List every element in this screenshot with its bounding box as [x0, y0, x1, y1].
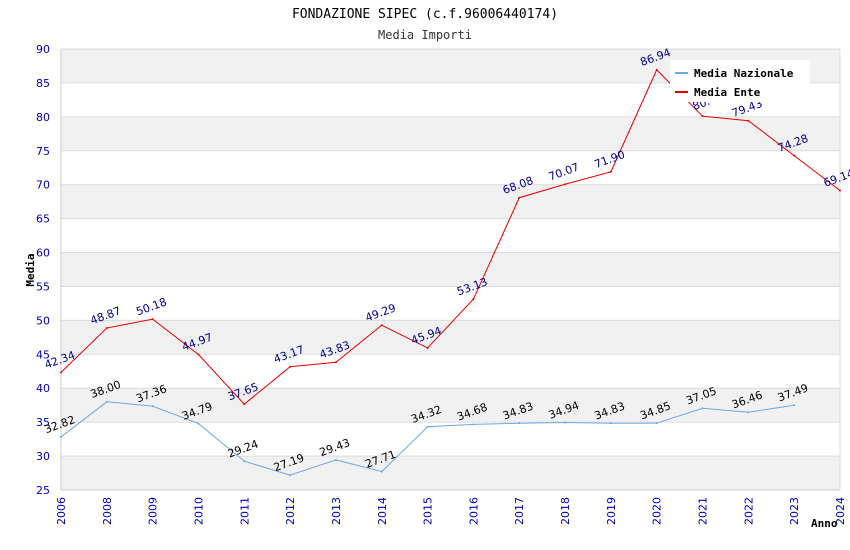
x-tick-label: 2022 — [742, 497, 755, 525]
data-point — [701, 115, 704, 118]
data-point — [334, 458, 337, 461]
y-tick-label: 40 — [36, 382, 50, 395]
data-point — [243, 460, 246, 463]
data-point — [151, 318, 154, 321]
data-point — [793, 154, 796, 157]
y-tick-label: 75 — [36, 145, 50, 158]
legend-box — [670, 60, 810, 102]
y-tick-label: 50 — [36, 314, 50, 327]
data-point — [151, 405, 154, 408]
x-tick-label: 2006 — [55, 497, 68, 525]
x-tick-label: 2023 — [788, 497, 801, 525]
data-point — [197, 422, 200, 425]
data-point — [289, 365, 292, 368]
data-point — [60, 435, 62, 438]
data-point — [793, 404, 796, 407]
grid-band — [61, 320, 840, 355]
data-point — [701, 407, 704, 410]
grid-band — [61, 388, 840, 423]
data-point — [472, 423, 475, 426]
y-axis-label: Media — [24, 253, 37, 286]
x-axis-ticks: 2006 2008 2009 2010 2011 2012 2013 2014 2015 2016… — [55, 497, 847, 525]
y-tick-label: 45 — [36, 348, 50, 361]
chart-subtitle: Media Importi — [378, 28, 472, 42]
data-point — [609, 170, 612, 173]
y-tick-label: 85 — [36, 77, 50, 90]
grid-band — [61, 184, 840, 219]
data-point — [105, 400, 108, 403]
data-point — [472, 298, 475, 301]
data-point — [747, 411, 750, 414]
y-tick-label: 30 — [36, 450, 50, 463]
x-tick-label: 2017 — [513, 497, 526, 525]
data-point — [518, 196, 521, 199]
data-point — [609, 422, 612, 425]
grid-band — [61, 456, 840, 490]
chart-title: FONDAZIONE SIPEC (c.f.96006440174) — [292, 7, 558, 22]
y-tick-label: 80 — [36, 111, 50, 124]
x-tick-label: 2014 — [376, 497, 389, 525]
data-point — [380, 324, 383, 327]
y-tick-label: 60 — [36, 247, 50, 260]
data-point — [839, 189, 841, 192]
x-axis-label: Anno — [811, 517, 838, 530]
x-tick-label: 2024 — [834, 497, 847, 525]
data-point — [289, 474, 292, 477]
x-tick-label: 2015 — [422, 497, 435, 525]
grid-bands — [61, 49, 840, 490]
legend: Media Nazionale Media Ente — [670, 60, 810, 102]
y-tick-label: 70 — [36, 179, 50, 192]
x-tick-label: 2019 — [605, 497, 618, 525]
data-point — [334, 361, 337, 364]
y-tick-label: 35 — [36, 416, 50, 429]
x-tick-label: 2012 — [284, 497, 297, 525]
data-point — [518, 422, 521, 425]
data-point — [564, 421, 567, 424]
data-point — [426, 425, 429, 428]
data-point — [243, 403, 246, 406]
data-point — [655, 422, 658, 425]
x-tick-label: 2016 — [467, 497, 480, 525]
x-tick-label: 2011 — [238, 497, 251, 525]
data-point — [747, 119, 750, 122]
data-point — [655, 68, 658, 71]
data-point — [105, 327, 108, 330]
y-tick-label: 55 — [36, 280, 50, 293]
x-tick-label: 2021 — [697, 497, 710, 525]
grid-lines — [60, 48, 841, 491]
x-tick-label: 2013 — [330, 497, 343, 525]
data-point — [380, 470, 383, 473]
x-tick-label: 2008 — [101, 497, 114, 525]
y-axis-ticks: 25 30 35 40 45 50 55 60 65 70 75 80 85 90 — [36, 43, 50, 497]
x-tick-label: 2020 — [651, 497, 664, 525]
data-point — [564, 183, 567, 186]
y-tick-label: 25 — [36, 484, 50, 497]
legend-entry: Media Nazionale — [694, 67, 794, 80]
data-point — [60, 371, 62, 374]
grid-band — [61, 252, 840, 287]
legend-entry: Media Ente — [694, 86, 761, 99]
data-point — [197, 353, 200, 356]
y-tick-label: 90 — [36, 43, 50, 56]
series-line-2 — [60, 68, 841, 405]
x-tick-label: 2018 — [559, 497, 572, 525]
y-tick-label: 65 — [36, 213, 50, 226]
grid-band — [61, 116, 840, 151]
x-tick-label: 2009 — [147, 497, 160, 525]
data-point — [426, 346, 429, 349]
x-tick-label: 2010 — [192, 497, 205, 525]
